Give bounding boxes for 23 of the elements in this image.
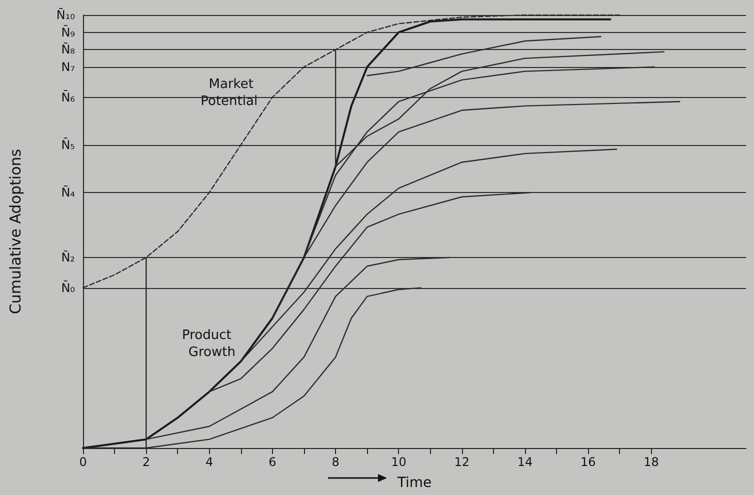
x-tick-label: 6 bbox=[268, 455, 276, 469]
ref-line-label: N̄₆ bbox=[61, 90, 76, 104]
x-tick-label: 4 bbox=[205, 455, 214, 469]
y-axis-title: Cumulative Adoptions bbox=[6, 148, 24, 314]
x-tick-label: 0 bbox=[79, 455, 87, 469]
x-tick-label: 12 bbox=[454, 455, 470, 469]
ref-line-label: N₇ bbox=[61, 60, 76, 74]
ref-line-label: N̄₈ bbox=[61, 42, 76, 57]
x-tick-label: 18 bbox=[644, 455, 659, 469]
ref-line-label: N̄₀ bbox=[61, 280, 76, 295]
ref-line-label: N̄₂ bbox=[61, 250, 76, 264]
annotation: Product Growth bbox=[182, 328, 236, 360]
ref-line-label: N̄₄ bbox=[61, 185, 76, 200]
x-tick-label: 10 bbox=[391, 455, 406, 469]
x-tick-label: 16 bbox=[580, 455, 596, 469]
x-tick-label: 2 bbox=[142, 455, 150, 469]
x-tick-label: 8 bbox=[332, 455, 340, 469]
ref-line-label: N̄₅ bbox=[61, 138, 76, 152]
x-tick-label: 14 bbox=[517, 455, 533, 469]
ref-line-label: N̄₉ bbox=[61, 25, 76, 40]
ref-line-label: N̄₁₀ bbox=[56, 8, 76, 22]
x-axis-title: Time bbox=[396, 475, 432, 491]
annotation: Market Potential bbox=[200, 76, 258, 109]
